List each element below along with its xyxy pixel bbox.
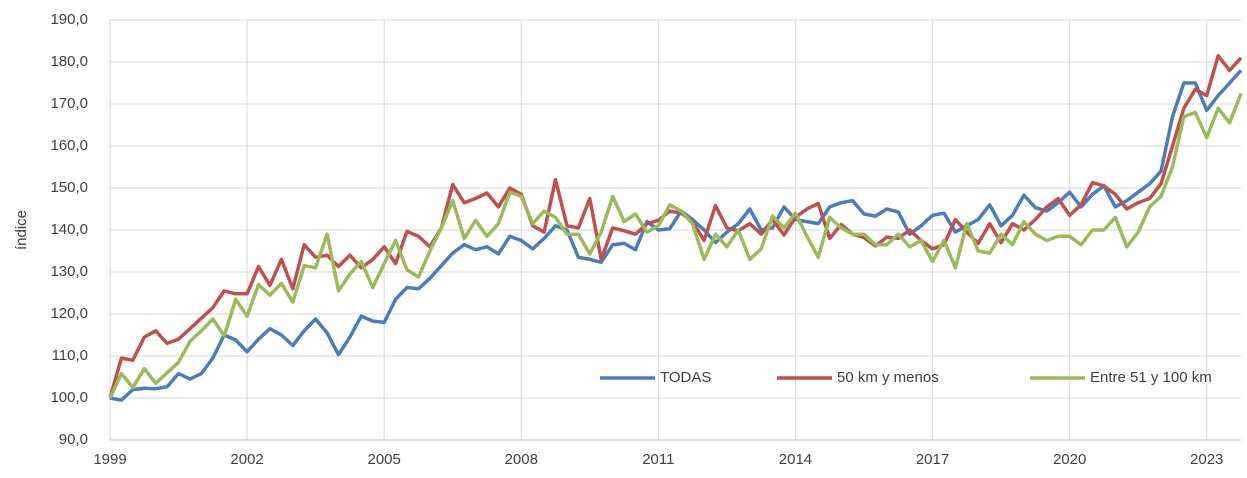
y-axis-label: índice bbox=[13, 210, 30, 250]
x-tick-label: 2017 bbox=[916, 451, 949, 468]
x-tick-label: 1999 bbox=[93, 451, 126, 468]
y-tick-label: 130,0 bbox=[50, 263, 88, 280]
legend-label: 50 km y menos bbox=[837, 369, 939, 386]
y-tick-label: 90,0 bbox=[59, 431, 88, 448]
y-tick-label: 140,0 bbox=[50, 221, 88, 238]
x-tick-label: 2002 bbox=[230, 451, 263, 468]
y-tick-label: 120,0 bbox=[50, 305, 88, 322]
y-tick-label: 160,0 bbox=[50, 137, 88, 154]
x-tick-label: 2014 bbox=[779, 451, 812, 468]
y-tick-label: 190,0 bbox=[50, 11, 88, 28]
y-tick-label: 110,0 bbox=[52, 347, 88, 364]
y-tick-label: 170,0 bbox=[50, 95, 88, 112]
series-line bbox=[108, 53, 1243, 399]
series-line bbox=[109, 69, 1243, 402]
x-tick-label: 2020 bbox=[1053, 451, 1086, 468]
y-tick-label: 150,0 bbox=[50, 179, 88, 196]
x-tick-label: 2023 bbox=[1190, 451, 1223, 468]
x-tick-label: 2011 bbox=[642, 451, 674, 468]
legend-label: TODAS bbox=[660, 369, 711, 386]
y-tick-label: 100,0 bbox=[50, 389, 88, 406]
series-line bbox=[108, 92, 1243, 399]
legend-label: Entre 51 y 100 km bbox=[1090, 369, 1212, 386]
y-tick-label: 180,0 bbox=[50, 53, 88, 70]
x-tick-label: 2008 bbox=[505, 451, 538, 468]
x-tick-label: 2005 bbox=[367, 451, 400, 468]
